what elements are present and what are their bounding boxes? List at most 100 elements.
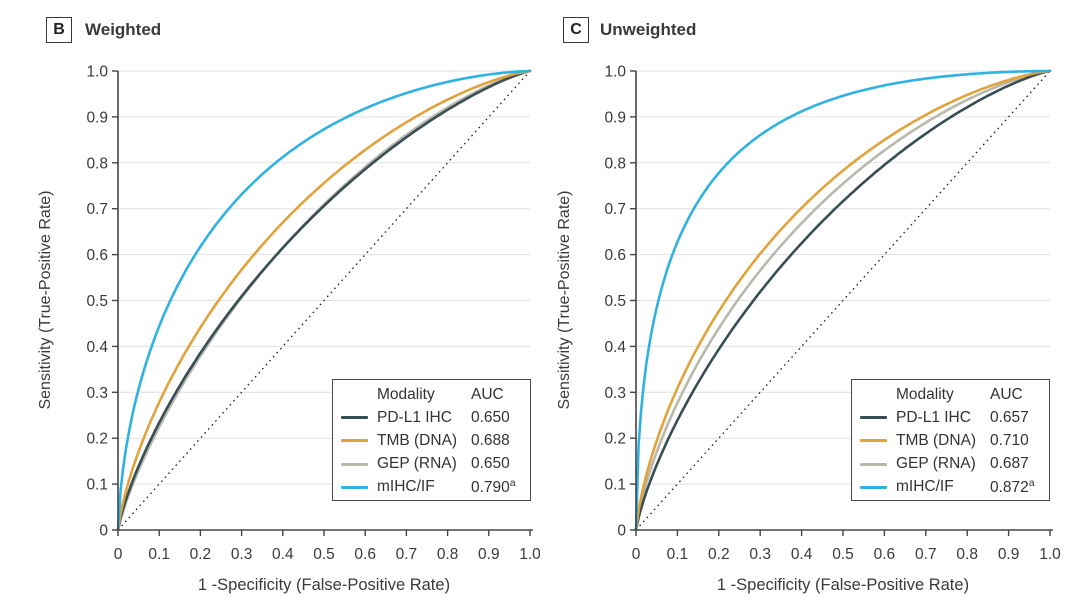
- legend-series-auc: 0.650: [471, 408, 510, 426]
- legend-row-tmb-dna: TMB (DNA) 0.688: [341, 429, 530, 452]
- y-tick-label: 0: [99, 523, 108, 540]
- y-tick-label: 0.3: [604, 385, 626, 402]
- x-tick-label: 0.6: [354, 546, 376, 563]
- y-tick-label: 0.2: [86, 431, 108, 448]
- y-tick-label: 0.1: [604, 477, 626, 494]
- roc-curve-pd-l1-ihc: [116, 69, 532, 532]
- legend-line-swatch: [341, 439, 377, 443]
- y-tick-label: 1.0: [86, 64, 108, 81]
- legend-series-name: mIHC/IF: [377, 478, 435, 496]
- y-tick-label: 0.8: [86, 155, 108, 172]
- legend-series-auc: 0.687: [990, 455, 1029, 473]
- legend-series-auc: 0.872a: [990, 477, 1035, 497]
- legend-weighted: Modality AUC PD-L1 IHC 0.650 TMB (DNA) 0…: [332, 379, 531, 501]
- y-tick-label: 0.8: [604, 155, 626, 172]
- legend-unweighted: Modality AUC PD-L1 IHC 0.657 TMB (DNA) 0…: [851, 379, 1050, 501]
- legend-series-name: TMB (DNA): [896, 431, 977, 449]
- x-tick-label: 0.1: [667, 546, 689, 563]
- y-tick-label: 0.4: [86, 339, 108, 356]
- legend-row-pd-l1-ihc: PD-L1 IHC 0.650: [341, 406, 530, 429]
- roc-curve-tmb-dna-: [116, 69, 532, 532]
- x-tick-label: 0.3: [231, 546, 253, 563]
- legend-series-name: mIHC/IF: [896, 478, 954, 496]
- roc-plot-unweighted: 0 0.1 0.2 0.3 0.4 0.5 0.6 0.7 0.8 0.9 1.0 0 0.1 0.2 0.…: [604, 64, 1061, 564]
- legend-series-name: PD-L1 IHC: [896, 408, 971, 426]
- panel-title: Unweighted: [600, 20, 697, 39]
- panel-weighted: B Weighted Sensitivity (True-Positive Ra…: [37, 17, 540, 594]
- x-tick-label: 0.5: [832, 546, 854, 563]
- legend-header-row: Modality AUC: [341, 383, 530, 406]
- legend-header-modality: Modality: [377, 385, 435, 403]
- legend-series-name: PD-L1 IHC: [377, 408, 452, 426]
- x-tick-label: 0.6: [874, 546, 896, 563]
- legend-row-pd-l1-ihc: PD-L1 IHC 0.657: [860, 406, 1049, 429]
- x-tick-label: 0.5: [313, 546, 335, 563]
- chance-diagonal: [117, 70, 531, 531]
- legend-series-name: TMB (DNA): [377, 431, 458, 449]
- legend-series-auc: 0.710: [990, 431, 1029, 449]
- y-tick-label: 0.5: [604, 293, 626, 310]
- x-tick-label: 0.4: [791, 546, 813, 563]
- y-tick-label: 0.6: [604, 247, 626, 264]
- x-tick-label: 0.7: [915, 546, 937, 563]
- legend-header-modality: Modality: [896, 385, 954, 403]
- legend-header-row: Modality AUC: [860, 383, 1049, 406]
- legend-header-auc: AUC: [990, 385, 1023, 403]
- footnote-superscript: a: [509, 477, 516, 490]
- y-tick-label: 0: [617, 523, 626, 540]
- legend-line-swatch: [860, 462, 896, 466]
- legend-row-tmb-dna: TMB (DNA) 0.710: [860, 429, 1049, 452]
- legend-row-gep-rna: GEP (RNA) 0.650: [341, 453, 530, 476]
- panel-letter-box: B: [46, 17, 72, 43]
- x-tick-label: 0.3: [749, 546, 771, 563]
- y-tick-label: 0.7: [604, 201, 626, 218]
- y-tick-label: 0.3: [86, 385, 108, 402]
- roc-curve-pd-l1-ihc: [634, 69, 1052, 532]
- x-tick-label: 0.7: [396, 546, 418, 563]
- y-tick-label: 0.1: [86, 477, 108, 494]
- panel-unweighted: C Unweighted Sensitivity (True-Positive …: [540, 0, 1080, 604]
- legend-header-auc: AUC: [471, 385, 504, 403]
- legend-line-swatch: [341, 416, 377, 420]
- legend-series-auc: 0.688: [471, 431, 510, 449]
- legend-series-auc: 0.657: [990, 408, 1029, 426]
- y-tick-label: 0.2: [604, 431, 626, 448]
- x-tick-label: 0.8: [437, 546, 459, 563]
- roc-plot-weighted: 0 0.1 0.2 0.3 0.4 0.5 0.6 0.7 0.8 0.9 1.0 0 0.1 0.2 0.…: [86, 64, 540, 564]
- legend-series-auc: 0.650: [471, 455, 510, 473]
- roc-curve-mihc-if: [116, 69, 532, 532]
- legend-row-mihc-if: mIHC/IF 0.790a: [341, 476, 530, 499]
- y-tick-label: 0.9: [86, 109, 108, 126]
- x-tick-label: 0.2: [708, 546, 730, 563]
- y-tick-label: 0.7: [86, 201, 108, 218]
- x-tick-label: 0: [632, 546, 641, 563]
- legend-line-swatch: [860, 439, 896, 443]
- legend-row-gep-rna: GEP (RNA) 0.687: [860, 453, 1049, 476]
- panel-title: Weighted: [85, 20, 162, 39]
- x-tick-label: 1.0: [519, 546, 540, 563]
- x-axis-title: 1 -Specificity (False-Positive Rate): [197, 576, 451, 594]
- y-tick-label: 0.4: [604, 339, 626, 356]
- legend-line-swatch: [860, 416, 896, 420]
- x-tick-label: 0.1: [148, 546, 170, 563]
- y-tick-label: 0.9: [604, 109, 626, 126]
- x-tick-label: 0.2: [190, 546, 212, 563]
- y-tick-label: 0.5: [86, 293, 108, 310]
- legend-series-auc: 0.790a: [471, 477, 516, 497]
- footnote-superscript: a: [1028, 477, 1035, 490]
- x-tick-label: 1.0: [1039, 546, 1061, 563]
- roc-curve-mihc-if: [634, 69, 1052, 532]
- x-axis-title: 1 -Specificity (False-Positive Rate): [716, 576, 970, 594]
- y-tick-label: 0.6: [86, 247, 108, 264]
- x-tick-label: 0.9: [998, 546, 1020, 563]
- roc-curve-gep-rna-: [634, 69, 1052, 532]
- legend-line-swatch: [341, 462, 377, 466]
- x-tick-label: 0.8: [956, 546, 978, 563]
- legend-series-name: GEP (RNA): [377, 455, 457, 473]
- x-tick-label: 0.9: [478, 546, 500, 563]
- roc-curve-tmb-dna-: [634, 69, 1052, 532]
- x-tick-label: 0: [114, 546, 123, 563]
- x-tick-label: 0.4: [272, 546, 294, 563]
- legend-line-swatch: [341, 485, 377, 489]
- legend-series-name: GEP (RNA): [896, 455, 976, 473]
